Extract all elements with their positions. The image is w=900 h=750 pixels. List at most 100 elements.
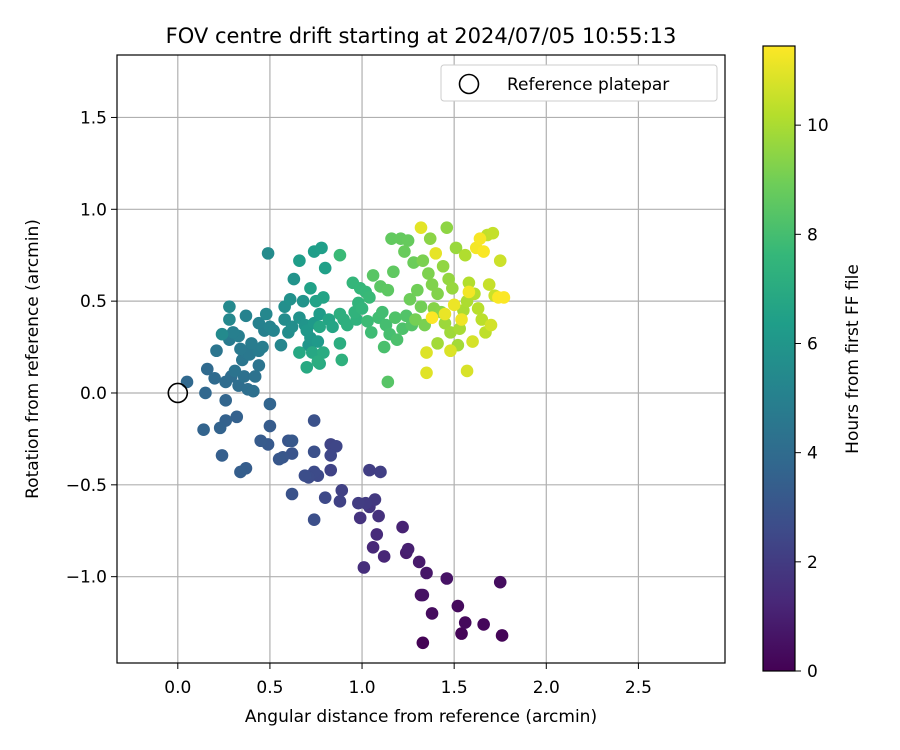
data-point <box>416 588 430 602</box>
data-point <box>223 313 236 326</box>
data-point <box>333 337 347 350</box>
data-point <box>298 469 312 482</box>
plot-area <box>116 54 726 664</box>
data-point <box>317 291 330 304</box>
data-point <box>237 370 251 383</box>
data-point <box>228 364 242 378</box>
data-point <box>352 496 365 510</box>
data-point <box>377 340 391 354</box>
data-point <box>440 572 454 585</box>
data-point <box>363 291 376 304</box>
data-point <box>333 248 347 262</box>
data-point <box>388 311 402 324</box>
legend: Reference platepar <box>440 64 718 102</box>
data-point <box>495 629 509 642</box>
x-tick-label: 1.0 <box>349 678 376 698</box>
colorbar: 0 2 4 6 8 10 Hours from first FF file <box>762 45 863 682</box>
y-tick-label: 0.0 <box>80 384 107 404</box>
x-tick-label: 1.5 <box>441 678 468 698</box>
y-tick-label: 0.5 <box>80 292 107 312</box>
data-point <box>197 423 210 437</box>
x-tick-label: 0.5 <box>256 678 283 698</box>
data-point <box>215 327 229 341</box>
data-point <box>449 241 463 255</box>
data-point <box>438 316 452 330</box>
data-point <box>396 520 409 534</box>
data-point <box>335 353 349 367</box>
data-point <box>390 333 404 347</box>
data-point <box>411 283 424 297</box>
data-point <box>446 281 459 295</box>
data-point <box>293 346 306 359</box>
data-point <box>304 281 317 295</box>
data-point <box>326 320 339 334</box>
data-point <box>226 326 240 339</box>
y-tick-label: −1.0 <box>66 568 107 588</box>
data-point <box>364 326 378 339</box>
data-point <box>215 449 229 462</box>
data-point <box>366 269 380 282</box>
data-point <box>208 371 221 385</box>
data-point <box>438 307 452 321</box>
data-point <box>247 384 260 398</box>
data-point <box>414 300 428 313</box>
x-axis-ticks: 0.0 0.5 1.0 1.5 2.0 2.5 <box>164 663 652 698</box>
y-tick-label: 1.0 <box>80 200 107 220</box>
data-point <box>307 414 321 427</box>
data-point <box>317 346 330 359</box>
x-tick-label: 2.5 <box>625 678 652 698</box>
y-axis-ticks: −1.0 −0.5 0.0 0.5 1.0 1.5 <box>66 108 117 588</box>
data-point <box>307 513 321 527</box>
colorbar-label: Hours from first FF file <box>843 264 863 454</box>
data-point <box>311 355 325 369</box>
data-point <box>370 528 384 541</box>
data-point <box>234 465 247 479</box>
y-tick-label: 1.5 <box>80 108 107 128</box>
colorbar-tick-label: 8 <box>807 225 818 245</box>
colorbar-tick-label: 6 <box>807 334 818 354</box>
data-point <box>363 463 376 477</box>
data-point <box>455 627 468 640</box>
data-point <box>376 305 389 319</box>
data-point <box>335 484 349 497</box>
data-point <box>353 511 367 525</box>
data-point <box>372 509 385 523</box>
data-point <box>366 540 380 554</box>
data-point <box>431 337 444 350</box>
data-point <box>293 254 306 268</box>
data-point <box>497 291 511 304</box>
data-point <box>398 245 411 258</box>
data-point <box>409 313 422 326</box>
data-point <box>458 248 472 262</box>
data-point <box>239 309 253 323</box>
data-point <box>245 337 258 350</box>
data-point <box>374 465 387 479</box>
data-point <box>199 386 212 400</box>
data-point <box>324 449 338 462</box>
data-point <box>267 324 280 337</box>
data-point <box>423 232 437 245</box>
data-point <box>318 261 332 275</box>
data-point <box>436 259 450 273</box>
data-point <box>274 338 288 352</box>
x-tick-label: 0.0 <box>164 678 191 698</box>
data-point <box>381 283 395 297</box>
data-point <box>425 607 439 620</box>
data-point <box>285 320 299 334</box>
data-point <box>471 302 485 315</box>
colorbar-gradient <box>762 45 796 672</box>
data-point <box>324 463 338 477</box>
data-point <box>355 302 369 315</box>
reference-platepar-marker <box>167 382 189 404</box>
data-point <box>223 300 236 313</box>
y-tick-label: −0.5 <box>66 476 107 496</box>
data-point <box>313 307 326 321</box>
data-point <box>318 491 332 504</box>
data-point <box>420 366 433 380</box>
data-point <box>272 452 286 466</box>
data-point <box>466 335 479 348</box>
legend-box <box>440 64 718 102</box>
colorbar-tick-label: 10 <box>807 116 829 136</box>
data-point <box>473 232 487 245</box>
